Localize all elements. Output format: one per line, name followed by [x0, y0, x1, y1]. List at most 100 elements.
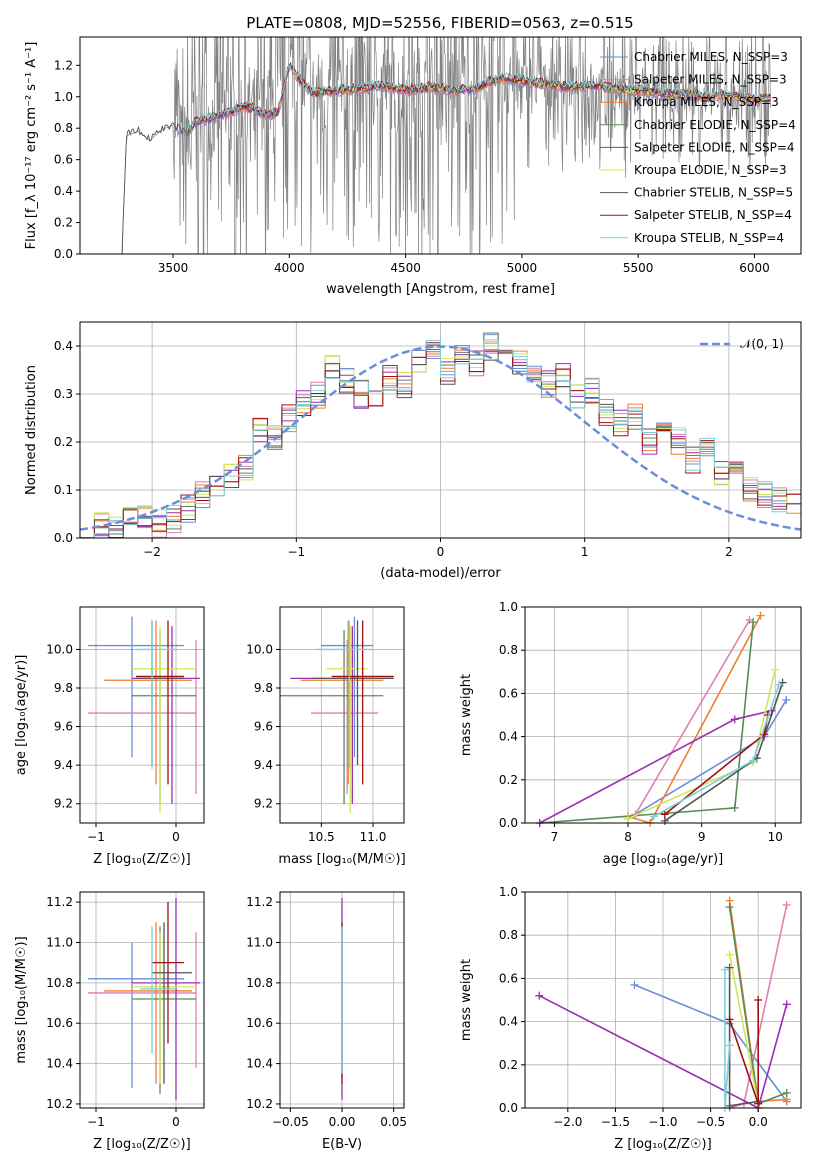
legend-entry: 𝒩(0, 1) — [740, 337, 784, 351]
residuals-xtick-label: −2 — [143, 545, 161, 559]
spectrum-ytick-label: 0.2 — [54, 216, 73, 230]
weight-vs-z-ytick-label: 0.4 — [499, 1015, 518, 1029]
weight-marker — [730, 715, 739, 724]
mass-vs-z-axes: −1 0 10.2 10.4 10.6 10.8 11.0 11.2 Z [log₁₀(Z/Z☉… — [14, 891, 205, 1152]
weight-vs-age-xtick-label: 10 — [768, 830, 783, 844]
age-vs-mass-ytick-label: 9.4 — [254, 758, 273, 772]
mass-vs-ebv-ytick-label: 10.2 — [246, 1097, 273, 1111]
legend-entry: Chabrier ELODIE, N_SSP=4 — [634, 118, 796, 132]
spectrum-xtick-label: 5000 — [507, 261, 538, 275]
spectrum-model-line — [186, 63, 771, 134]
weight-marker — [630, 980, 639, 989]
weight-vs-age-xlabel: age [log₁₀(age/yr)] — [603, 852, 724, 867]
weight-marker — [771, 665, 780, 674]
figure-title: PLATE=0808, MJD=52556, FIBERID=0563, z=0… — [246, 14, 633, 32]
spectrum-ytick-label: 0.4 — [54, 184, 73, 198]
age-vs-z-ylabel: age [log₁₀(age/yr)] — [14, 655, 29, 776]
mass-vs-z-xtick-label: 0 — [172, 1115, 180, 1129]
weight-vs-age-frame — [524, 606, 802, 824]
residuals-ytick-label: 0.0 — [54, 531, 73, 545]
weight-marker — [756, 611, 765, 620]
histogram-line — [80, 339, 801, 538]
age-vs-z-xtick-label: 0 — [172, 830, 180, 844]
spectrum-ytick-label: 0.6 — [54, 153, 73, 167]
weight-marker — [774, 680, 783, 689]
weight-marker — [725, 903, 734, 912]
residuals-xtick-label: −1 — [287, 545, 305, 559]
weight-marker — [660, 810, 669, 819]
legend-entry: Salpeter STELIB, N_SSP=4 — [634, 208, 792, 222]
spectrum-xtick-label: 4000 — [274, 261, 305, 275]
mass-vs-ebv-xlabel: E(B-V) — [322, 1137, 362, 1152]
residuals-ytick-label: 0.3 — [54, 387, 73, 401]
weight-marker — [782, 1088, 791, 1097]
legend-entry: Kroupa MILES, N_SSP=3 — [634, 95, 779, 109]
weight-vs-age-ytick-label: 1.0 — [499, 600, 518, 614]
mass-vs-z-ylabel: mass [log₁₀(M/M☉)] — [14, 936, 29, 1063]
weight-vs-z-xtick-label: −0.5 — [696, 1115, 725, 1129]
weight-line — [539, 622, 754, 823]
age-vs-mass-ytick-label: 9.2 — [254, 797, 273, 811]
age-vs-z-ytick-label: 9.6 — [54, 720, 73, 734]
weight-marker — [782, 695, 791, 704]
age-vs-mass-axes: 10.5 11.0 9.2 9.4 9.6 9.8 10.0 mass [log₁₀(M/M☉… — [246, 606, 406, 867]
residuals-ytick-label: 0.2 — [54, 435, 73, 449]
mass-vs-ebv-xtick-label: −0.05 — [272, 1115, 309, 1129]
spectrum-xlabel: wavelength [Angstrom, rest frame] — [326, 282, 555, 297]
mass-vs-z-frame — [79, 891, 205, 1109]
weight-marker — [725, 1041, 734, 1050]
mass-vs-ebv-ytick-label: 10.4 — [246, 1057, 273, 1071]
weight-vs-age-ylabel: mass weight — [459, 674, 474, 756]
weight-vs-z-xtick-label: −2.0 — [553, 1115, 582, 1129]
age-vs-z-ytick-label: 9.8 — [54, 681, 73, 695]
weight-vs-z-ytick-label: 0.2 — [499, 1058, 518, 1072]
age-vs-z-xtick-label: −1 — [87, 830, 105, 844]
weight-marker — [720, 965, 729, 974]
spectrum-xtick-label: 5500 — [623, 261, 654, 275]
residuals-xtick-label: 2 — [725, 545, 733, 559]
weight-marker — [649, 812, 658, 821]
mass-vs-z-ytick-label: 10.6 — [46, 1016, 73, 1030]
weight-vs-z-ytick-label: 0.6 — [499, 971, 518, 985]
weight-marker — [749, 618, 758, 627]
mass-vs-ebv-ytick-label: 11.0 — [246, 935, 273, 949]
spectrum-axes: 3500 4000 4500 5000 5500 6000 0.0 0.2 0.4 0.6 0.8 1… — [24, 36, 802, 297]
gaussian-curve — [80, 345, 801, 531]
weight-marker — [782, 900, 791, 909]
weight-marker — [754, 1099, 763, 1108]
residuals-xlabel: (data-model)/error — [380, 566, 501, 581]
mass-vs-ebv-xtick-label: 0.00 — [329, 1115, 356, 1129]
weight-line — [724, 969, 731, 1108]
weight-line — [627, 615, 762, 823]
legend-entry: Kroupa ELODIE, N_SSP=3 — [634, 163, 787, 177]
spectrum-frame — [79, 36, 802, 255]
weight-marker — [730, 803, 739, 812]
age-vs-mass-xlabel: mass [log₁₀(M/M☉)] — [278, 852, 405, 867]
weight-vs-z-xlabel: Z [log₁₀(Z/Z☉)] — [614, 1137, 711, 1152]
mass-vs-ebv-axes: −0.05 0.00 0.05 10.2 10.4 10.6 10.8 11.0 11.2 E(B… — [246, 891, 407, 1152]
mass-vs-ebv-ytick-label: 10.6 — [246, 1016, 273, 1030]
mass-vs-z-ytick-label: 10.2 — [46, 1097, 73, 1111]
mass-vs-z-xtick-label: −1 — [87, 1115, 105, 1129]
spectrum-ytick-label: 0.8 — [54, 121, 73, 135]
age-vs-z-ytick-label: 10.0 — [46, 642, 73, 656]
weight-vs-age-xtick-label: 8 — [624, 830, 632, 844]
mass-vs-z-ytick-label: 10.8 — [46, 976, 73, 990]
weight-marker — [624, 814, 633, 823]
weight-vs-z-ytick-label: 1.0 — [499, 885, 518, 899]
legend-entry: Salpeter MILES, N_SSP=3 — [634, 73, 787, 87]
weight-vs-z-ytick-label: 0.8 — [499, 928, 518, 942]
weight-marker — [725, 1101, 734, 1110]
weight-marker — [749, 756, 758, 765]
weight-vs-age-axes: 7 8 9 10 0.0 0.2 0.4 0.6 0.8 1.0 age [log₁₀(age/yr… — [459, 600, 802, 867]
age-vs-mass-ytick-label: 9.6 — [254, 720, 273, 734]
weight-vs-age-xtick-label: 7 — [551, 830, 559, 844]
weight-vs-z-ylabel: mass weight — [459, 959, 474, 1041]
age-vs-mass-frame — [279, 606, 405, 824]
weight-line — [728, 1000, 760, 1104]
age-vs-z-xlabel: Z [log₁₀(Z/Z☉)] — [93, 852, 190, 867]
age-vs-mass-ytick-label: 9.8 — [254, 681, 273, 695]
residuals-xtick-label: 1 — [581, 545, 589, 559]
mass-vs-z-ytick-label: 10.4 — [46, 1057, 73, 1071]
